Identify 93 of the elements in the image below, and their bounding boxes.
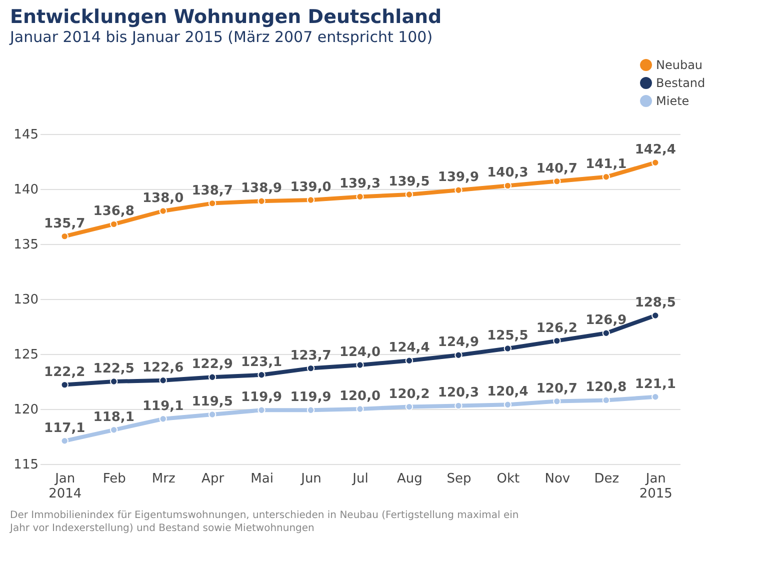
y-tick-label: 115 <box>14 458 38 472</box>
point <box>454 351 462 359</box>
x-tick-label: Mai <box>250 472 274 486</box>
data-label: 118,1 <box>93 410 134 425</box>
data-label: 117,1 <box>44 420 86 436</box>
data-label: 124,9 <box>438 335 480 350</box>
chart-subtitle: Januar 2014 bis Januar 2015 (März 2007 entspricht 100) <box>9 28 433 46</box>
y-tick-label: 145 <box>14 128 38 142</box>
y-tick-label: 130 <box>14 292 38 308</box>
data-label: 122,9 <box>192 357 233 372</box>
data-label: 124,0 <box>339 345 381 360</box>
point <box>159 376 167 384</box>
data-label: 120,3 <box>438 386 480 401</box>
data-label: 138,9 <box>240 181 282 196</box>
point <box>504 400 512 408</box>
data-label: 126,2 <box>536 320 578 336</box>
point <box>208 373 216 381</box>
point <box>159 207 167 215</box>
chart-title: Entwicklungen Wohnungen Deutschland <box>10 6 442 28</box>
text: Der Immobilienindex für Eigentumswohnungen, unterschieden in Neubau (Fertigstellung maximal ein Jahr vor Indexerstellung) und Bestand sowie Mietwohnungen <box>9 510 519 534</box>
x-tick-label: Jan 2015 <box>639 472 672 502</box>
data-label: 138,0 <box>142 191 184 206</box>
point <box>258 406 266 414</box>
data-label: 139,9 <box>438 170 480 186</box>
data-label: 124,4 <box>388 340 430 356</box>
x-tick-label: Sep <box>446 472 472 486</box>
data-label: 140,3 <box>487 166 528 181</box>
data-label: 120,7 <box>536 381 578 396</box>
x-tick-label: Apr <box>202 472 225 486</box>
data-label: 136,8 <box>93 204 134 220</box>
data-label: 142,4 <box>634 142 676 158</box>
data-label: 120,2 <box>388 386 430 402</box>
point <box>652 312 660 320</box>
x-tick-label: Jan 2014 <box>48 472 82 502</box>
point <box>60 437 68 445</box>
data-label: 119,9 <box>240 390 282 406</box>
x-tick-label: Jul <box>352 472 368 486</box>
data-label: 119,9 <box>290 390 332 406</box>
data-label: 141,1 <box>586 156 627 172</box>
point <box>110 378 118 386</box>
data-label: 139,5 <box>388 174 430 190</box>
x-tick-label: Okt <box>496 472 520 486</box>
y-tick-label: 125 <box>14 348 38 362</box>
data-label: 125,5 <box>487 328 528 344</box>
point <box>306 406 315 414</box>
x-tick-label: Dez <box>594 472 620 486</box>
x-tick-label: Jun <box>300 472 322 486</box>
data-label: 123,7 <box>290 348 332 364</box>
point <box>602 173 610 181</box>
point <box>602 329 610 337</box>
y-tick-label: 135 <box>14 238 38 252</box>
data-label: 120,4 <box>487 384 528 400</box>
data-label: 122,2 <box>44 364 86 380</box>
point <box>405 190 414 198</box>
data-label: 140,7 <box>536 161 578 176</box>
x-tick-label: Nov <box>544 472 570 486</box>
point <box>454 402 462 410</box>
data-label: 123,1 <box>240 354 282 370</box>
point <box>258 371 266 379</box>
x-tick-label: Mrz <box>152 472 176 486</box>
data-label: 119,5 <box>192 394 233 410</box>
point <box>356 405 364 413</box>
point <box>208 410 216 418</box>
point <box>258 197 266 205</box>
data-label: 126,9 <box>586 313 627 328</box>
point <box>652 393 660 401</box>
data-label: 139,0 <box>290 180 332 195</box>
y-tick-label: 140 <box>14 182 38 198</box>
legend-label: Bestand <box>656 76 706 90</box>
legend-label: Neubau <box>656 58 703 72</box>
point <box>454 186 462 194</box>
point <box>652 158 660 166</box>
data-label: 122,6 <box>142 360 184 376</box>
point <box>306 196 315 204</box>
data-label: 120,8 <box>586 380 627 396</box>
data-label: 121,1 <box>634 376 676 392</box>
y-tick-label: 120 <box>14 402 38 418</box>
point <box>110 426 118 434</box>
x-tick-label: Aug <box>397 472 422 486</box>
point <box>159 415 167 423</box>
point <box>504 182 512 190</box>
legend-label: Miete <box>656 94 690 108</box>
x-tick-label: Feb <box>102 472 126 486</box>
data-label: 119,1 <box>142 398 184 414</box>
data-label: 128,5 <box>634 296 676 310</box>
data-label: 122,5 <box>93 362 134 376</box>
data-label: 135,7 <box>44 216 86 232</box>
point <box>356 361 364 369</box>
data-label: 138,7 <box>192 183 233 198</box>
data-label: 139,3 <box>339 176 381 192</box>
point <box>405 356 414 364</box>
point <box>504 344 512 352</box>
data-label: 120,0 <box>339 389 381 404</box>
